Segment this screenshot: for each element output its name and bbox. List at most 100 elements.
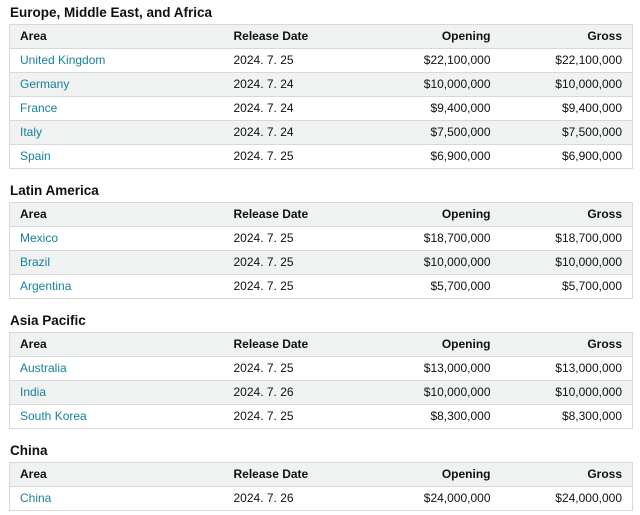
opening-cell: $8,300,000 <box>410 404 501 429</box>
gross-cell: $18,700,000 <box>500 226 633 251</box>
table-row: Germany 2024. 7. 24 $10,000,000 $10,000,000 <box>9 72 633 97</box>
release-date-cell: 2024. 7. 24 <box>223 72 411 97</box>
section-title: Europe, Middle East, and Africa <box>10 5 213 20</box>
release-date-cell: 2024. 7. 25 <box>223 144 411 169</box>
gross-cell: $7,500,000 <box>500 120 633 145</box>
area-link[interactable]: Germany <box>20 77 70 91</box>
opening-cell: $5,700,000 <box>410 274 501 299</box>
area-link[interactable]: South Korea <box>20 409 87 423</box>
box-office-table: Area Release Date Opening Gross China 202… <box>9 462 633 511</box>
column-header-release-date: Release Date <box>223 24 411 49</box>
opening-cell: $9,400,000 <box>410 96 501 121</box>
table-row: Argentina 2024. 7. 25 $5,700,000 $5,700,000 <box>9 274 633 299</box>
table-row: Mexico 2024. 7. 25 $18,700,000 $18,700,000 <box>9 226 633 251</box>
region-section-latin-america: Latin America Area Release Date Opening … <box>9 182 633 299</box>
area-link[interactable]: Brazil <box>20 255 51 269</box>
area-link[interactable]: Mexico <box>20 231 59 245</box>
column-header-opening: Opening <box>410 462 501 487</box>
area-cell: South Korea <box>9 404 224 429</box>
table-header-row: Area Release Date Opening Gross <box>9 462 633 487</box>
release-date-cell: 2024. 7. 24 <box>223 96 411 121</box>
area-link[interactable]: Spain <box>20 149 51 163</box>
area-cell: France <box>9 96 224 121</box>
gross-cell: $10,000,000 <box>500 72 633 97</box>
column-header-area: Area <box>9 462 224 487</box>
area-cell: Australia <box>9 356 224 381</box>
area-link[interactable]: Italy <box>20 125 43 139</box>
gross-cell: $8,300,000 <box>500 404 633 429</box>
table-row: Brazil 2024. 7. 25 $10,000,000 $10,000,000 <box>9 250 633 275</box>
opening-cell: $10,000,000 <box>410 72 501 97</box>
gross-cell: $5,700,000 <box>500 274 633 299</box>
opening-cell: $10,000,000 <box>410 250 501 275</box>
opening-cell: $24,000,000 <box>410 486 501 511</box>
column-header-gross: Gross <box>500 462 633 487</box>
release-date-cell: 2024. 7. 25 <box>223 404 411 429</box>
release-date-cell: 2024. 7. 24 <box>223 120 411 145</box>
column-header-opening: Opening <box>410 24 501 49</box>
area-cell: Italy <box>9 120 224 145</box>
box-office-table: Area Release Date Opening Gross United K… <box>9 24 633 169</box>
table-row: Australia 2024. 7. 25 $13,000,000 $13,000,0… <box>9 356 633 381</box>
table-row: Italy 2024. 7. 24 $7,500,000 $7,500,000 <box>9 120 633 145</box>
column-header-gross: Gross <box>500 202 633 227</box>
opening-cell: $18,700,000 <box>410 226 501 251</box>
area-cell: China <box>9 486 224 511</box>
region-section-china: China Area Release Date Opening Gross Ch… <box>9 442 633 511</box>
gross-cell: $6,900,000 <box>500 144 633 169</box>
gross-cell: $24,000,000 <box>500 486 633 511</box>
box-office-by-region: Europe, Middle East, and Africa Area Rel… <box>9 4 633 511</box>
region-section-asia-pacific: Asia Pacific Area Release Date Opening G… <box>9 312 633 429</box>
box-office-table: Area Release Date Opening Gross Australi… <box>9 332 633 429</box>
area-cell: Argentina <box>9 274 224 299</box>
area-link[interactable]: France <box>20 101 58 115</box>
table-header-row: Area Release Date Opening Gross <box>9 24 633 49</box>
table-header-row: Area Release Date Opening Gross <box>9 332 633 357</box>
region-section-emea: Europe, Middle East, and Africa Area Rel… <box>9 4 633 169</box>
section-title: China <box>10 443 48 458</box>
gross-cell: $10,000,000 <box>500 250 633 275</box>
column-header-area: Area <box>9 332 224 357</box>
table-row: India 2024. 7. 26 $10,000,000 $10,000,000 <box>9 380 633 405</box>
opening-cell: $6,900,000 <box>410 144 501 169</box>
area-link[interactable]: United Kingdom <box>20 53 106 67</box>
table-header-row: Area Release Date Opening Gross <box>9 202 633 227</box>
area-cell: Mexico <box>9 226 224 251</box>
release-date-cell: 2024. 7. 26 <box>223 486 411 511</box>
column-header-release-date: Release Date <box>223 462 411 487</box>
section-title: Asia Pacific <box>10 313 86 328</box>
column-header-gross: Gross <box>500 24 633 49</box>
column-header-release-date: Release Date <box>223 332 411 357</box>
release-date-cell: 2024. 7. 25 <box>223 226 411 251</box>
column-header-area: Area <box>9 24 224 49</box>
column-header-opening: Opening <box>410 332 501 357</box>
area-link[interactable]: Australia <box>20 361 67 375</box>
area-cell: Brazil <box>9 250 224 275</box>
area-cell: Spain <box>9 144 224 169</box>
table-row: France 2024. 7. 24 $9,400,000 $9,400,000 <box>9 96 633 121</box>
column-header-gross: Gross <box>500 332 633 357</box>
opening-cell: $22,100,000 <box>410 48 501 73</box>
area-link[interactable]: Argentina <box>20 279 72 293</box>
gross-cell: $22,100,000 <box>500 48 633 73</box>
table-row: China 2024. 7. 26 $24,000,000 $24,000,000 <box>9 486 633 511</box>
area-link[interactable]: India <box>20 385 47 399</box>
column-header-opening: Opening <box>410 202 501 227</box>
release-date-cell: 2024. 7. 25 <box>223 250 411 275</box>
gross-cell: $13,000,000 <box>500 356 633 381</box>
release-date-cell: 2024. 7. 25 <box>223 356 411 381</box>
area-cell: India <box>9 380 224 405</box>
release-date-cell: 2024. 7. 25 <box>223 274 411 299</box>
gross-cell: $10,000,000 <box>500 380 633 405</box>
column-header-area: Area <box>9 202 224 227</box>
opening-cell: $7,500,000 <box>410 120 501 145</box>
release-date-cell: 2024. 7. 26 <box>223 380 411 405</box>
table-row: Spain 2024. 7. 25 $6,900,000 $6,900,000 <box>9 144 633 169</box>
section-title: Latin America <box>10 183 99 198</box>
area-cell: United Kingdom <box>9 48 224 73</box>
box-office-table: Area Release Date Opening Gross Mexico 20… <box>9 202 633 299</box>
release-date-cell: 2024. 7. 25 <box>223 48 411 73</box>
table-row: South Korea 2024. 7. 25 $8,300,000 $8,300,0… <box>9 404 633 429</box>
opening-cell: $13,000,000 <box>410 356 501 381</box>
area-link[interactable]: China <box>20 491 52 505</box>
